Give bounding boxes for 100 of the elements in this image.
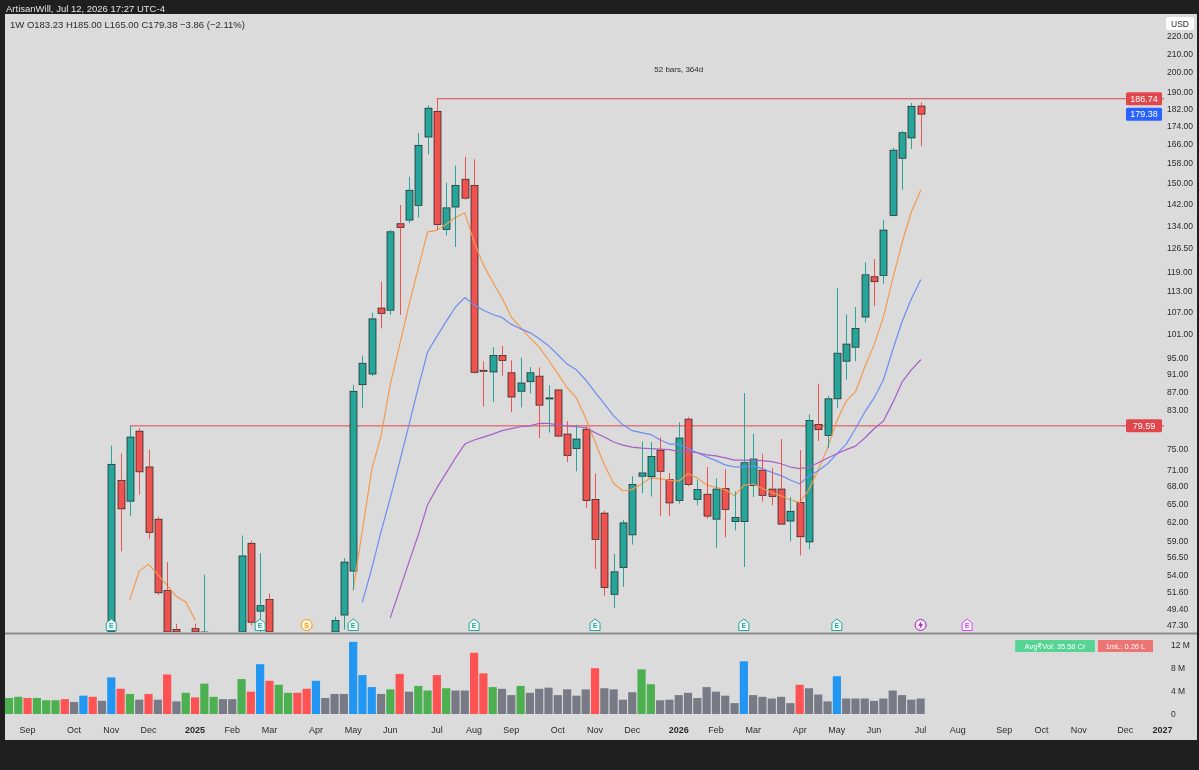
x-tick-label: Aug	[466, 725, 483, 735]
y-tick-label: 158.00	[1167, 157, 1194, 168]
x-tick-label: May	[828, 725, 846, 735]
y-tick-label: 126.50	[1167, 243, 1194, 254]
bar	[395, 673, 404, 714]
y-tick-label: 0	[1171, 709, 1176, 719]
chart-title: 1W O183.23 H185.00 L165.00 C179.38 −3.86 (−2.11%)	[10, 18, 245, 30]
y-tick-label: 56.50	[1167, 552, 1189, 563]
candlestick	[396, 204, 405, 316]
x-tick-label: Oct	[67, 725, 82, 735]
bar	[916, 698, 925, 714]
y-tick-label: 200.00	[1167, 67, 1194, 78]
x-tick-label: Sep	[996, 725, 1013, 735]
y-tick-label: 91.00	[1167, 369, 1189, 380]
x-tick-label: 2027	[1152, 725, 1173, 735]
y-axis-title: USD	[1171, 18, 1189, 29]
x-tick-label: 2025	[185, 725, 206, 735]
y-tick-label: 4 M	[1171, 686, 1186, 697]
bar	[153, 699, 162, 714]
x-tick-label: Feb	[708, 725, 724, 735]
x-tick-label: Sep	[19, 725, 36, 735]
bar	[832, 676, 841, 714]
bar	[404, 691, 414, 714]
y-tick-label: 150.00	[1167, 177, 1194, 188]
bar	[190, 697, 200, 714]
x-tick-label: Feb	[224, 725, 240, 735]
bar	[181, 692, 190, 714]
x-tick-label: Dec	[624, 725, 641, 735]
line-series	[361, 279, 922, 603]
bar	[70, 701, 79, 714]
bar	[60, 699, 69, 714]
y-tick-label: 51.60	[1167, 587, 1189, 598]
ref-line-label: 79.59	[1132, 420, 1156, 431]
bar	[488, 687, 497, 714]
bar	[23, 697, 32, 714]
x-tick-label: Jul	[431, 725, 443, 735]
ref-line-label: 186.74	[1130, 93, 1158, 104]
x-tick-label: Nov	[587, 725, 604, 735]
x-tick-label: Sep	[503, 725, 520, 735]
y-tick-label: 174.00	[1167, 120, 1194, 131]
x-tick-label: Oct	[1034, 725, 1050, 735]
y-tick-label: 210.00	[1167, 48, 1194, 59]
bar	[311, 680, 321, 714]
annotation: 179.38	[1130, 109, 1158, 120]
candlestick	[879, 219, 888, 285]
line-series	[389, 359, 922, 619]
y-tick-label: 49.40	[1167, 603, 1189, 614]
bar	[97, 700, 107, 714]
bar	[795, 684, 804, 714]
y-tick-label: 107.00	[1167, 307, 1194, 318]
x-tick-label: Jul	[914, 725, 927, 735]
y-tick-label: 182.00	[1167, 103, 1194, 114]
y-tick-label: 134.00	[1167, 221, 1194, 232]
y-tick-label: 62.00	[1167, 516, 1189, 527]
bar	[293, 692, 302, 714]
bar	[144, 693, 153, 714]
x-tick-label: Jun	[866, 725, 882, 735]
x-tick-label: Dec	[1117, 725, 1134, 735]
bar	[265, 680, 274, 714]
bar	[246, 691, 255, 714]
y-tick-label: 71.00	[1167, 464, 1189, 475]
bar	[516, 685, 525, 714]
y-tick-label: 75.00	[1167, 443, 1189, 454]
x-tick-label: Apr	[792, 725, 807, 735]
bar	[135, 699, 144, 714]
bar	[386, 689, 395, 714]
bar	[442, 688, 451, 714]
y-tick-label: 47.30	[1167, 620, 1189, 631]
text: ArtisanWill, Jul 12, 2026 17:27 UTC-4	[6, 2, 165, 14]
bar	[79, 695, 88, 714]
bar	[125, 693, 135, 714]
bar	[200, 683, 209, 714]
bar	[590, 668, 600, 714]
x-tick-label: Mar	[261, 725, 278, 735]
y-tick-label: 59.00	[1167, 535, 1189, 546]
x-tick-label: Dec	[140, 725, 158, 735]
y-tick-label: 190.00	[1167, 87, 1194, 98]
y-tick-label: 101.00	[1167, 329, 1194, 340]
y-tick-label: 83.00	[1167, 404, 1189, 415]
bar	[256, 664, 265, 714]
y-tick-label: 166.00	[1167, 138, 1194, 149]
x-tick-label: Mar	[745, 725, 761, 735]
y-tick-label: 87.00	[1167, 386, 1189, 397]
y-tick-label: 220.00	[1167, 30, 1194, 41]
x-tick-label: Aug	[949, 725, 966, 735]
bar	[600, 688, 609, 714]
bar	[237, 679, 246, 714]
y-tick-label: 8 M	[1171, 663, 1186, 674]
y-tick-label: 54.00	[1167, 569, 1189, 580]
bar	[739, 661, 748, 714]
x-tick-label: 2026	[668, 725, 689, 735]
y-tick-label: 12 M	[1171, 640, 1190, 651]
x-tick-label: May	[344, 725, 363, 735]
bar	[172, 701, 181, 714]
y-tick-label: 119.00	[1167, 266, 1193, 277]
x-tick-label: Jun	[383, 725, 398, 735]
bar	[88, 696, 97, 714]
bar	[432, 675, 441, 714]
y-tick-label: 65.00	[1167, 498, 1189, 509]
y-tick-label: 95.00	[1167, 352, 1189, 363]
